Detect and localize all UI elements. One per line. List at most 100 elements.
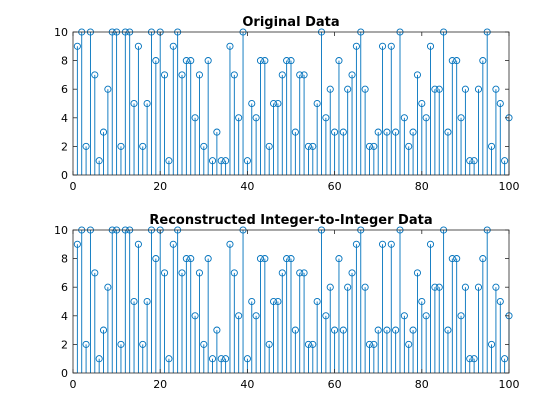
stem-marker [117, 142, 125, 150]
stem-marker [265, 340, 273, 348]
stem-marker [226, 240, 234, 248]
x-tick-label: 0 [70, 180, 77, 193]
stem-marker [348, 269, 356, 277]
stem-marker [300, 269, 308, 277]
stem-marker [296, 71, 304, 79]
stem-marker [374, 128, 382, 136]
stem-marker [370, 142, 378, 150]
stem-marker [283, 255, 291, 263]
stem-marker [466, 157, 474, 165]
stem-marker [278, 269, 286, 277]
y-tick-label: 10 [54, 26, 68, 39]
y-tick-label: 6 [61, 281, 68, 294]
stem-marker [300, 71, 308, 79]
stem-marker [457, 312, 465, 320]
stem-marker [213, 128, 221, 136]
stem-marker [182, 255, 190, 263]
stem-marker [248, 297, 256, 306]
axes-box [72, 31, 510, 176]
stem-marker [413, 269, 421, 277]
stem-marker [492, 85, 500, 93]
stem-marker [409, 326, 417, 334]
stem-marker [178, 269, 186, 277]
x-tick-label: 40 [240, 180, 254, 193]
stem-marker [488, 142, 496, 150]
stem-marker [182, 57, 190, 65]
stem-marker [104, 283, 112, 291]
stem-marker [492, 283, 500, 291]
stem-marker [208, 157, 217, 165]
stem-marker [143, 99, 151, 108]
stem-marker [270, 99, 278, 108]
stem-marker [265, 142, 273, 150]
stem-marker [331, 128, 339, 136]
stem-marker [466, 355, 474, 363]
stem-marker [339, 128, 347, 136]
stem-marker [117, 340, 125, 348]
x-tick-label: 0 [70, 378, 77, 391]
stem-marker [274, 297, 282, 306]
stem-marker [139, 340, 147, 348]
stem-marker [222, 157, 230, 165]
stem-marker [496, 297, 504, 306]
stem-marker [304, 142, 312, 150]
stem-marker [169, 240, 177, 248]
stem-marker [152, 255, 160, 263]
stem-marker [313, 99, 321, 108]
stem-marker [287, 255, 295, 263]
axes-original-data: 0 20 40 60 80 100 0 2 4 6 8 10 Original Data [54, 15, 520, 193]
stem-marker [387, 240, 395, 248]
stem-marker [400, 312, 408, 320]
stem-marker [309, 340, 317, 348]
stem-marker [322, 312, 330, 320]
stem-marker [453, 57, 461, 65]
stem-marker [326, 85, 334, 93]
stem-marker [365, 340, 374, 348]
stem-marker [261, 255, 269, 263]
stem-marker [256, 255, 265, 263]
chart-title: Reconstructed Integer-to-Integer Data [149, 213, 432, 228]
stem-marker [426, 240, 435, 248]
stem-marker [409, 128, 417, 136]
stem-marker [370, 340, 378, 348]
stem-marker [104, 85, 112, 93]
stem-marker [73, 42, 81, 50]
stem-marker [361, 85, 369, 93]
stem-marker [82, 142, 90, 150]
stem-marker [134, 42, 142, 50]
stem-marker [322, 114, 330, 122]
stem-marker [99, 128, 108, 136]
stem-marker [470, 355, 478, 363]
stem-marker [383, 326, 391, 334]
stem-marker [457, 114, 465, 122]
axes-reconstructed-data: 0 20 40 60 80 100 0 2 4 6 8 10 Reconstructed Integer… [54, 213, 520, 391]
stem-marker [91, 269, 99, 277]
stem-marker [392, 128, 400, 136]
stem-marker [287, 57, 295, 65]
y-tick-label: 8 [61, 253, 68, 266]
stem-marker [130, 297, 138, 306]
stem-marker [243, 157, 251, 165]
stem-marker [178, 71, 186, 79]
y-tick-label: 4 [61, 310, 68, 323]
stem-marker [435, 283, 443, 291]
stem-marker [448, 57, 456, 65]
stem-marker [82, 340, 90, 348]
stem-marker [348, 71, 356, 79]
stem-marker [291, 326, 299, 334]
stem-marker [187, 255, 195, 263]
y-tick-label: 4 [61, 112, 68, 125]
chart-title: Original Data [242, 15, 339, 30]
stem-marker [361, 283, 369, 291]
stem-marker [405, 340, 413, 348]
stem-marker [291, 128, 299, 136]
y-tick-label: 0 [61, 169, 68, 182]
stem-marker [435, 85, 443, 93]
stem-marker [488, 340, 496, 348]
stem-marker [161, 71, 169, 79]
stem-marker [130, 99, 138, 108]
stem-marker [444, 128, 452, 136]
stem-marker [392, 326, 400, 334]
y-tick-label: 2 [61, 140, 68, 153]
